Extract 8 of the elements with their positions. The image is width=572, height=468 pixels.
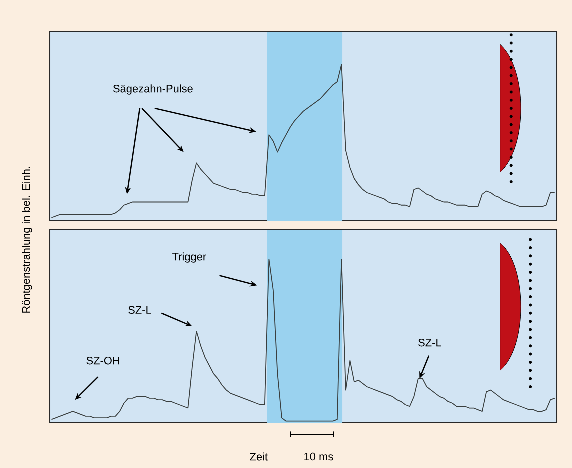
annotation: SZ-OH <box>86 356 120 365</box>
annotation: SZ-L <box>418 338 442 347</box>
annotation: Sägezahn-Pulse <box>113 84 193 95</box>
y-axis-title: Röntgenstrahlung in bel. Einh. <box>22 166 32 313</box>
text: 10 ms <box>304 452 334 461</box>
annotation: Trigger <box>172 252 206 263</box>
annotation: SZ-L <box>128 306 152 314</box>
x-axis-title: Zeit <box>250 452 268 461</box>
